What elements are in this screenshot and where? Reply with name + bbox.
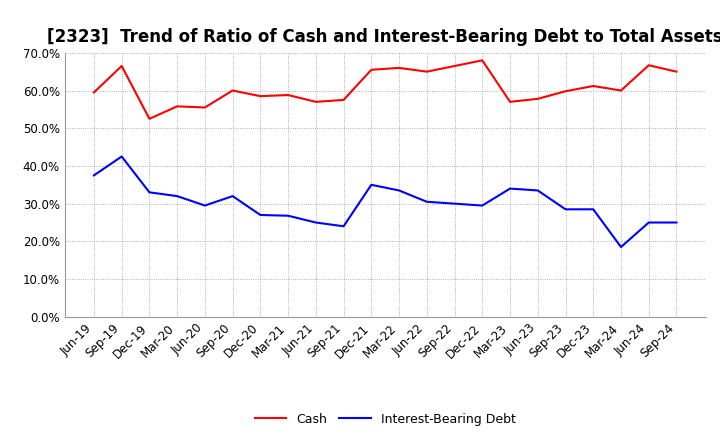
Cash: [284, 92, 292, 98]
Interest-Bearing Debt: [534, 188, 542, 193]
Interest-Bearing Debt: [561, 207, 570, 212]
Cash: [589, 83, 598, 88]
Interest-Bearing Debt: [89, 173, 98, 178]
Legend: Cash, Interest-Bearing Debt: Cash, Interest-Bearing Debt: [250, 407, 521, 430]
Interest-Bearing Debt: [201, 203, 210, 208]
Interest-Bearing Debt: [312, 220, 320, 225]
Interest-Bearing Debt: [423, 199, 431, 205]
Cash: [561, 88, 570, 94]
Cash: [201, 105, 210, 110]
Interest-Bearing Debt: [256, 213, 265, 218]
Title: [2323]  Trend of Ratio of Cash and Interest-Bearing Debt to Total Assets: [2323] Trend of Ratio of Cash and Intere…: [48, 28, 720, 46]
Cash: [478, 58, 487, 63]
Interest-Bearing Debt: [145, 190, 154, 195]
Interest-Bearing Debt: [395, 188, 403, 193]
Cash: [367, 67, 376, 73]
Interest-Bearing Debt: [672, 220, 681, 225]
Cash: [312, 99, 320, 104]
Cash: [339, 97, 348, 103]
Interest-Bearing Debt: [505, 186, 514, 191]
Cash: [145, 116, 154, 121]
Interest-Bearing Debt: [173, 194, 181, 199]
Interest-Bearing Debt: [478, 203, 487, 208]
Interest-Bearing Debt: [616, 244, 625, 249]
Cash: [89, 90, 98, 95]
Cash: [117, 63, 126, 69]
Interest-Bearing Debt: [339, 224, 348, 229]
Cash: [616, 88, 625, 93]
Cash: [256, 94, 265, 99]
Cash: [672, 69, 681, 74]
Cash: [173, 104, 181, 109]
Cash: [450, 63, 459, 69]
Interest-Bearing Debt: [589, 207, 598, 212]
Line: Interest-Bearing Debt: Interest-Bearing Debt: [94, 157, 677, 247]
Interest-Bearing Debt: [367, 182, 376, 187]
Cash: [505, 99, 514, 104]
Interest-Bearing Debt: [117, 154, 126, 159]
Interest-Bearing Debt: [450, 201, 459, 206]
Line: Cash: Cash: [94, 60, 677, 119]
Interest-Bearing Debt: [644, 220, 653, 225]
Cash: [395, 65, 403, 70]
Interest-Bearing Debt: [284, 213, 292, 218]
Cash: [534, 96, 542, 102]
Cash: [228, 88, 237, 93]
Cash: [644, 62, 653, 68]
Cash: [423, 69, 431, 74]
Interest-Bearing Debt: [228, 194, 237, 199]
